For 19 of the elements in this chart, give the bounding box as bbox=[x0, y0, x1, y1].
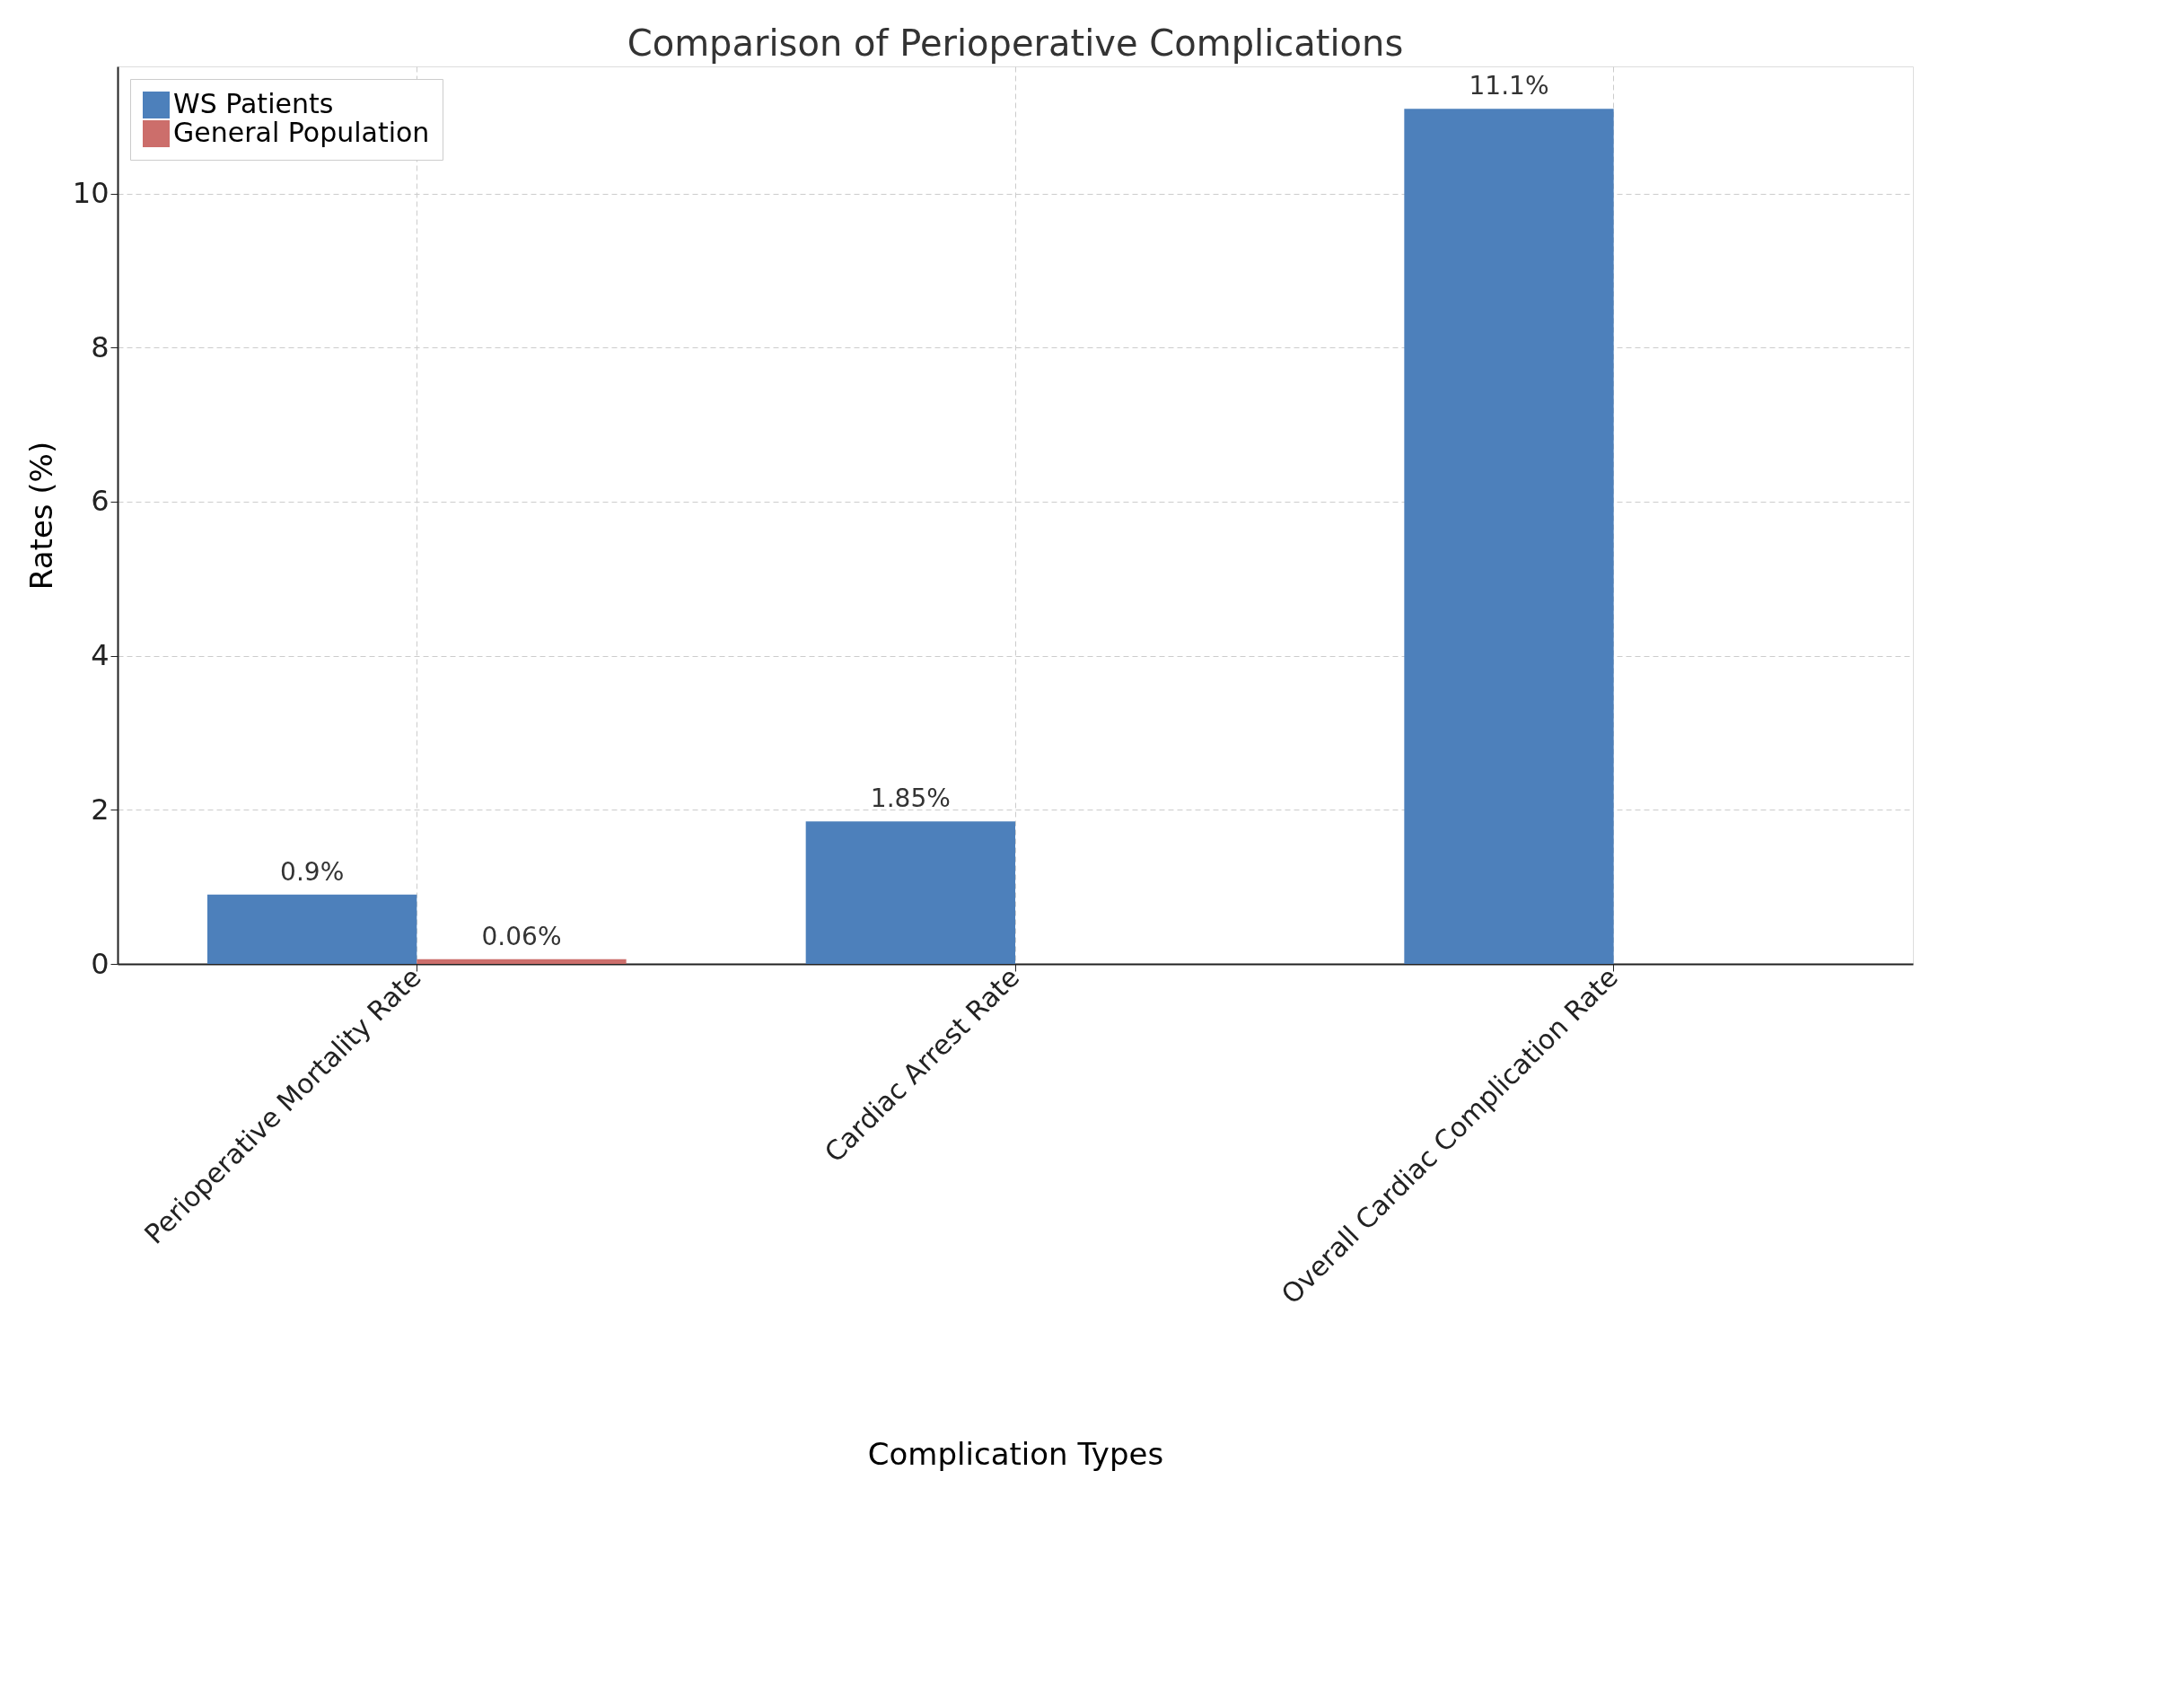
y-tick-label: 6 bbox=[91, 484, 110, 519]
chart-title: Comparison of Perioperative Complications bbox=[627, 22, 1404, 64]
data-label: 11.1% bbox=[1469, 71, 1549, 101]
y-tick-label: 0 bbox=[91, 946, 110, 981]
legend-label: WS Patients bbox=[173, 88, 334, 119]
bar bbox=[1404, 109, 1614, 964]
y-tick-label: 8 bbox=[91, 329, 110, 364]
data-label: 0.9% bbox=[280, 856, 345, 887]
y-tick-label: 2 bbox=[91, 792, 110, 827]
x-axis-title: Complication Types bbox=[867, 1435, 1164, 1472]
y-tick-label: 10 bbox=[72, 176, 110, 211]
bar bbox=[207, 894, 417, 964]
legend-label: General Population bbox=[173, 117, 430, 148]
y-tick-label: 4 bbox=[91, 638, 110, 673]
bar bbox=[805, 821, 1015, 964]
data-label: 1.85% bbox=[870, 784, 951, 814]
y-axis-title: Rates (%) bbox=[22, 441, 59, 591]
data-label: 0.06% bbox=[481, 921, 562, 951]
bar bbox=[417, 959, 627, 964]
